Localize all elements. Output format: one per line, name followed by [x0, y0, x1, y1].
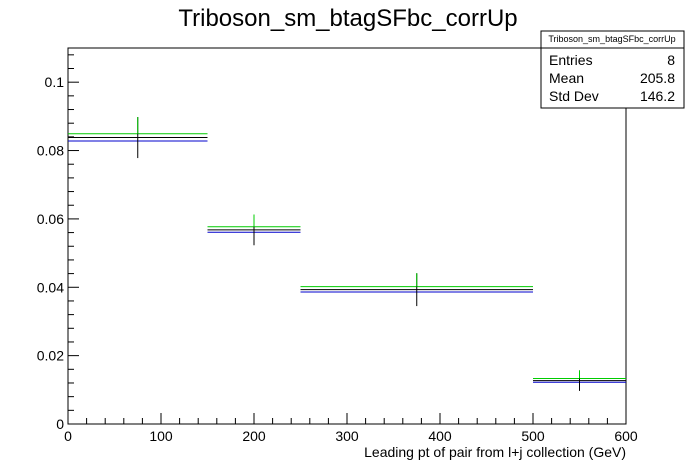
x-tick-label: 500: [521, 428, 545, 444]
y-tick-label: 0.08: [37, 143, 64, 159]
series-layer: [68, 117, 626, 391]
y-tick-label: 0: [56, 416, 64, 432]
stats-box: Triboson_sm_btagSFbc_corrUp Entries 8 Me…: [540, 30, 685, 109]
stats-stddev-label: Std Dev: [549, 88, 599, 104]
x-tick-label: 200: [242, 428, 266, 444]
stats-box-title: Triboson_sm_btagSFbc_corrUp: [548, 34, 675, 44]
y-tick-label: 0.02: [37, 348, 64, 364]
stats-entries-value: 8: [667, 52, 675, 68]
x-axis-label: Leading pt of pair from l+j collection (…: [364, 444, 626, 460]
x-tick-label: 300: [335, 428, 359, 444]
x-tick-label: 0: [64, 428, 72, 444]
stats-mean-value: 205.8: [640, 70, 675, 86]
stats-stddev-value: 146.2: [640, 88, 675, 104]
x-tick-label: 400: [428, 428, 452, 444]
chart-title: Triboson_sm_btagSFbc_corrUp: [178, 5, 517, 32]
y-tick-label: 0.06: [37, 211, 64, 227]
y-tick-label: 0.1: [45, 74, 65, 90]
y-axis: 0 0.02 0.04 0.06 0.08 0.1: [37, 54, 79, 432]
stats-mean-label: Mean: [549, 70, 584, 86]
y-tick-label: 0.04: [37, 279, 64, 295]
x-axis: 0 100 200 300 400 500 600: [64, 413, 638, 444]
stats-box-frame: [540, 30, 685, 109]
x-tick-label: 100: [149, 428, 173, 444]
stats-entries-label: Entries: [549, 52, 593, 68]
x-tick-label: 600: [614, 428, 638, 444]
